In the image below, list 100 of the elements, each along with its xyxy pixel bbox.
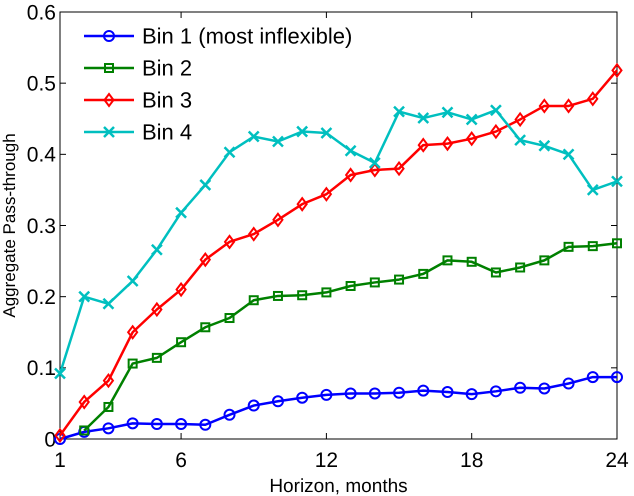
point: [368, 387, 381, 400]
point: [54, 428, 66, 442]
x-tick-label: 1: [54, 449, 66, 472]
point: [272, 290, 283, 301]
y-tick-label: 0.3: [26, 214, 56, 238]
point: [441, 106, 454, 119]
point: [562, 377, 575, 390]
point: [441, 386, 454, 398]
point: [103, 402, 114, 412]
point: [344, 144, 357, 158]
point: [272, 395, 284, 408]
point: [102, 422, 114, 434]
point: [586, 371, 599, 384]
point: [587, 92, 598, 106]
point: [224, 234, 236, 249]
point: [514, 382, 526, 394]
point: [247, 130, 260, 143]
point: [418, 268, 428, 279]
point: [514, 112, 526, 126]
point: [466, 132, 478, 146]
y-tick-label: 0.6: [26, 1, 56, 24]
point: [150, 418, 163, 430]
point: [223, 146, 236, 158]
point: [78, 394, 90, 409]
y-tick-label: 0: [44, 428, 56, 452]
y-tick-label: 0.4: [26, 144, 56, 167]
point: [248, 400, 260, 412]
point: [538, 140, 551, 152]
point: [466, 256, 477, 267]
y-axis-title: Aggregate Pass-through: [0, 133, 19, 318]
x-tick-label: 24: [605, 449, 629, 472]
point: [320, 187, 332, 202]
point: [321, 287, 332, 298]
point: [297, 290, 308, 300]
point: [126, 417, 139, 430]
point: [538, 382, 550, 394]
point: [54, 367, 66, 380]
point: [588, 241, 598, 252]
point: [490, 124, 502, 139]
x-tick-label: 18: [460, 449, 484, 472]
point: [370, 277, 380, 288]
point: [465, 113, 478, 126]
point: [224, 313, 235, 324]
x-tick-label: 6: [175, 449, 187, 472]
point: [562, 148, 575, 161]
point: [564, 242, 574, 252]
point: [175, 418, 188, 430]
point: [200, 252, 211, 267]
point: [320, 388, 332, 401]
point: [417, 384, 430, 397]
point: [612, 63, 622, 78]
y-tick-label: 0.5: [26, 72, 56, 96]
point: [248, 295, 259, 306]
point: [490, 385, 502, 398]
point: [490, 267, 501, 278]
point: [514, 134, 526, 146]
point: [296, 392, 308, 404]
legend-label: Bin 4: [142, 120, 192, 145]
point: [296, 197, 308, 212]
point: [394, 274, 404, 285]
point: [272, 135, 284, 148]
point: [393, 386, 406, 399]
point: [151, 302, 162, 316]
point: [394, 162, 405, 176]
point: [539, 255, 550, 266]
point: [586, 184, 600, 196]
point: [78, 290, 90, 303]
point: [368, 156, 382, 170]
legend-label: Bin 3: [142, 88, 192, 113]
y-tick-label: 0.2: [26, 286, 56, 310]
point: [417, 112, 430, 124]
point: [418, 138, 429, 152]
x-tick-label: 12: [314, 449, 338, 472]
point: [346, 280, 356, 291]
point: [392, 105, 406, 118]
point: [152, 352, 162, 363]
point: [176, 282, 187, 297]
point: [102, 298, 115, 310]
point: [79, 425, 90, 436]
point: [320, 126, 333, 140]
point: [128, 358, 138, 369]
y-tick-label: 0.1: [26, 357, 56, 380]
point: [490, 104, 502, 116]
point: [611, 371, 623, 384]
point: [176, 337, 186, 348]
point: [126, 274, 139, 288]
legend-label: Bin 1 (most inflexible): [142, 24, 352, 49]
point: [224, 408, 236, 421]
point: [296, 125, 308, 138]
point: [199, 418, 212, 431]
point: [466, 388, 478, 400]
point: [538, 98, 550, 113]
point: [345, 168, 356, 182]
point: [54, 433, 66, 445]
legend-label: Bin 2: [142, 56, 192, 81]
point: [174, 206, 188, 219]
point: [127, 325, 138, 340]
point: [200, 322, 210, 332]
point: [515, 262, 526, 272]
point: [369, 162, 380, 177]
